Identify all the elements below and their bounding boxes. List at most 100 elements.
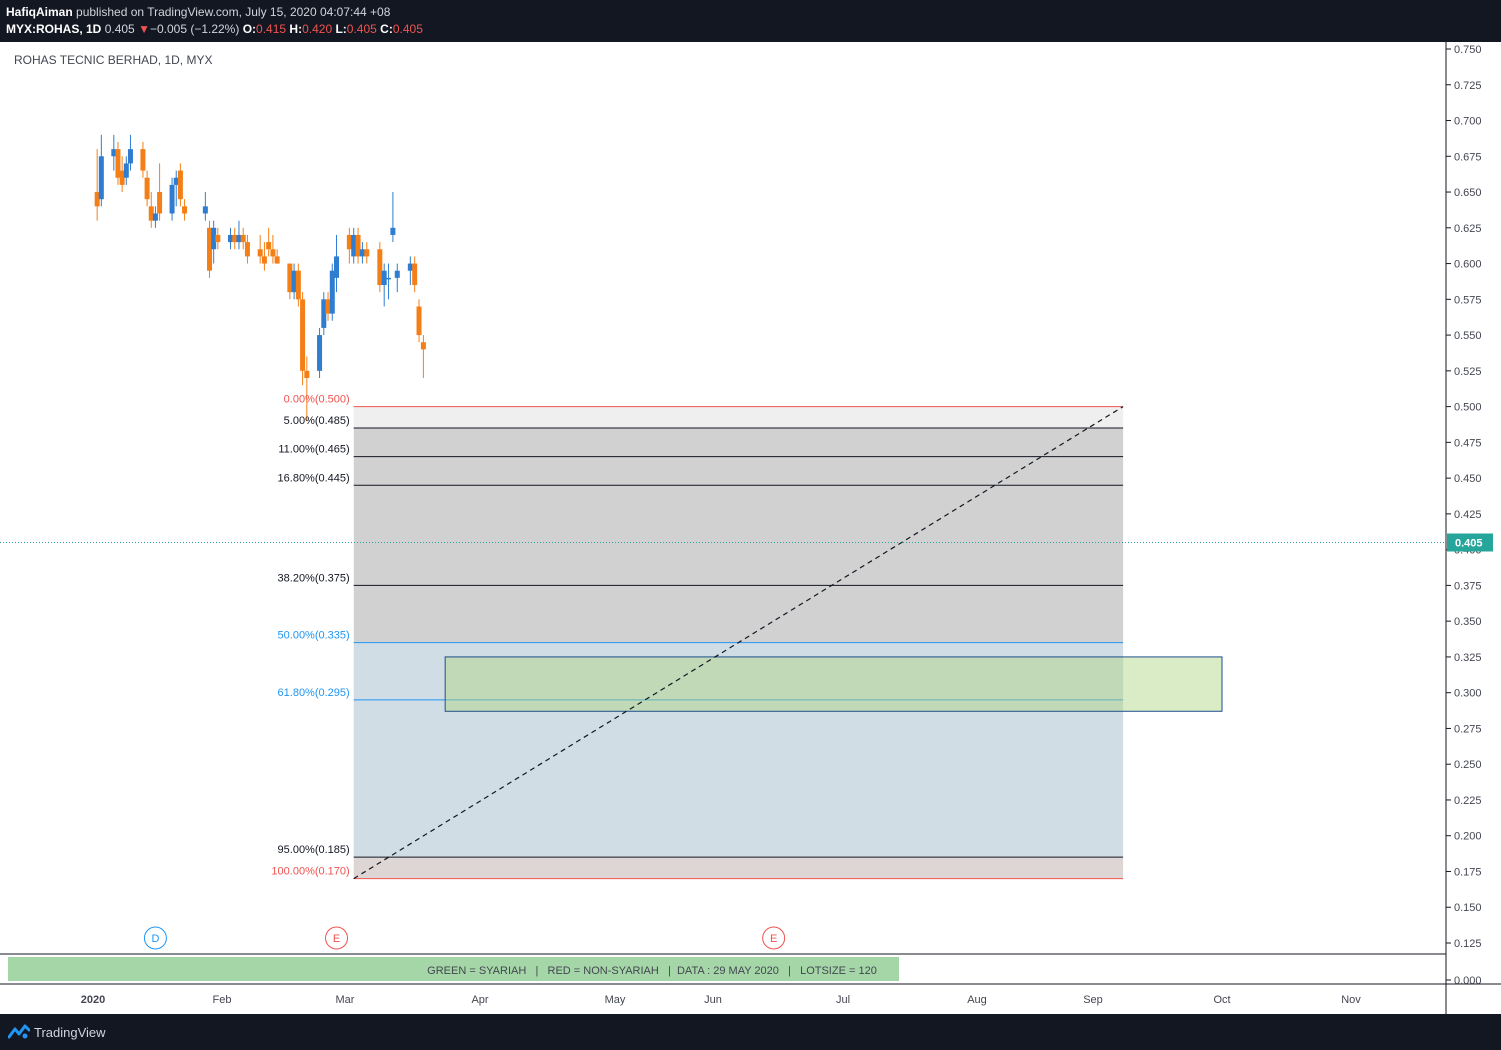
candle-body: [111, 149, 117, 157]
support-zone-box[interactable]: [444, 656, 1223, 712]
candle: [420, 335, 426, 378]
brand-text: TradingView: [34, 1024, 106, 1040]
candle-body: [236, 234, 242, 243]
candle-body: [211, 227, 217, 250]
candles: [94, 134, 426, 421]
candle: [173, 170, 179, 207]
time-tick-label: Jul: [836, 994, 850, 1006]
footer-bar: TradingView: [0, 1014, 1501, 1050]
fib-band: [353, 428, 1124, 457]
candle: [394, 263, 400, 293]
candle: [334, 234, 340, 293]
candle: [317, 327, 323, 378]
price-tick-label: 0.350: [1454, 616, 1482, 628]
candle-body: [119, 170, 125, 185]
last-price-badge-label: 0.405: [1455, 537, 1483, 549]
candle: [227, 227, 233, 250]
candle: [127, 134, 133, 171]
earnings-marker-label: E: [770, 933, 777, 945]
candle: [232, 227, 238, 250]
candle: [386, 263, 392, 300]
chart-area[interactable]: 0.00%(0.500) 5.00%(0.485) 11.00%(0.465) 16.…: [0, 42, 1501, 1014]
candle: [381, 263, 387, 307]
candle: [295, 263, 301, 307]
candle-body: [325, 299, 331, 314]
candle-body: [416, 306, 422, 336]
dashed-trendline[interactable]: [353, 406, 1124, 880]
fib-level-label: 16.80%(0.445): [278, 472, 350, 484]
candle: [355, 227, 361, 264]
candle: [346, 227, 352, 264]
candle: [123, 156, 129, 185]
open-value: 0.415: [256, 22, 287, 36]
dividend-event-marker[interactable]: D: [143, 926, 167, 950]
candle: [359, 242, 365, 264]
candle-body: [144, 177, 150, 200]
time-tick-label: May: [605, 994, 626, 1006]
price-tick-label: 0.450: [1454, 473, 1482, 485]
candle: [119, 156, 125, 193]
candle-body: [270, 249, 276, 257]
candle-body: [115, 149, 121, 178]
high-value: 0.420: [302, 22, 333, 36]
earnings-event-marker[interactable]: E: [325, 926, 349, 950]
price-axis[interactable]: 0.750 0.725 0.700 0.675 0.650 0.625 0.600 0.575…: [1446, 44, 1493, 987]
candle-body: [334, 256, 340, 278]
candle-body: [261, 256, 267, 264]
candle-body: [295, 270, 301, 300]
candle-body: [359, 249, 365, 257]
price-tick-label: 0.375: [1454, 580, 1482, 592]
last-price-badge: [1447, 533, 1493, 552]
price-tick-label: 0.325: [1454, 652, 1482, 664]
candle: [177, 163, 183, 207]
legend-title: ROHAS TECNIC BERHAD, 1D, MYX: [14, 53, 212, 67]
support-zone[interactable]: [444, 656, 1223, 712]
time-tick-label: Jun: [704, 994, 722, 1006]
trendline[interactable]: [353, 406, 1124, 880]
price-tick-label: 0.275: [1454, 723, 1482, 735]
candle-body: [346, 234, 352, 250]
symbol-name[interactable]: MYX:ROHAS, 1D: [6, 22, 102, 36]
earnings-event-marker[interactable]: E: [762, 926, 786, 950]
candle-body: [287, 263, 293, 293]
candle: [157, 163, 163, 221]
close-label: C:: [380, 22, 393, 36]
candle-body: [152, 213, 158, 221]
candle: [207, 220, 213, 278]
time-axis[interactable]: 2020 Feb Mar Apr May Jun Jul Aug Sep Oct Nov: [81, 994, 1362, 1006]
candle: [287, 263, 293, 300]
price-tick-label: 0.600: [1454, 259, 1482, 271]
time-tick-label: Aug: [967, 994, 987, 1006]
candle-body: [274, 256, 280, 264]
price-tick-label: 0.675: [1454, 151, 1482, 163]
tradingview-brand[interactable]: TradingView: [8, 1023, 106, 1041]
chart-header: HafiqAiman published on TradingView.com,…: [0, 0, 1501, 42]
candle-body: [364, 249, 370, 257]
time-tick-label: Apr: [471, 994, 488, 1006]
candle-body: [291, 270, 297, 293]
price-tick-label: 0.125: [1454, 938, 1482, 950]
tradingview-logo-icon: [8, 1024, 30, 1039]
candle-body: [227, 234, 233, 243]
candle-body: [407, 263, 413, 271]
candle: [274, 249, 280, 264]
price-chart[interactable]: 0.00%(0.500) 5.00%(0.485) 11.00%(0.465) 16.…: [0, 42, 1501, 1014]
high-label: H:: [289, 22, 303, 36]
candle: [215, 227, 221, 250]
candle-body: [394, 270, 400, 278]
candle-body: [123, 163, 129, 178]
candle-body: [173, 177, 179, 185]
fibonacci-retracement[interactable]: [353, 406, 1124, 880]
candle-body: [266, 242, 272, 250]
candle-body: [140, 149, 146, 171]
candle: [266, 227, 272, 257]
candle: [244, 234, 250, 264]
author-name[interactable]: HafiqAiman: [6, 5, 73, 19]
dividend-marker-label: D: [151, 933, 159, 945]
price-tick-label: 0.750: [1454, 44, 1482, 56]
price-tick-label: 0.000: [1454, 975, 1482, 987]
earnings-marker-label: E: [333, 933, 340, 945]
earnings-marker-circle: [762, 926, 786, 950]
candle-body: [207, 227, 213, 271]
candle: [152, 206, 158, 228]
